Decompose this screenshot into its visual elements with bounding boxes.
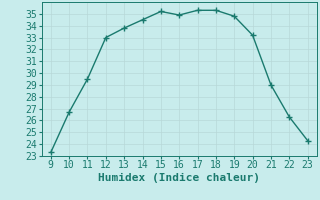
X-axis label: Humidex (Indice chaleur): Humidex (Indice chaleur) <box>98 173 260 183</box>
